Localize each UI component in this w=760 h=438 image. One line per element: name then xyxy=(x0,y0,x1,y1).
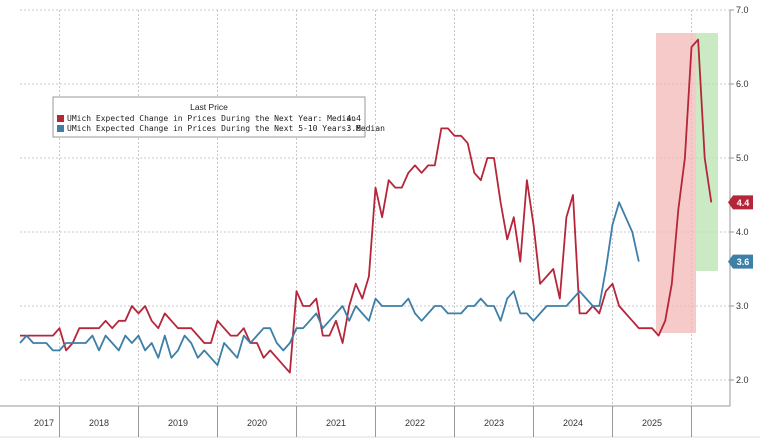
last-value-tag-next-year: 4.4 xyxy=(728,195,753,210)
x-year-label: 2018 xyxy=(89,418,109,428)
x-year-label: 2024 xyxy=(563,418,583,428)
legend-entry-value: 4.4 xyxy=(347,114,362,123)
y-tick-label: 7.0 xyxy=(736,5,749,15)
last-value-tag-label: 3.6 xyxy=(737,257,750,267)
series-line-next-year xyxy=(20,38,713,374)
legend-swatch xyxy=(57,115,64,122)
x-year-label: 2022 xyxy=(405,418,425,428)
series-line-5-10-years xyxy=(19,201,640,367)
y-tick-label: 4.0 xyxy=(736,227,749,237)
legend-title: Last Price xyxy=(190,102,228,112)
y-tick-label: 2.0 xyxy=(736,375,749,385)
x-year-label: 2017 xyxy=(34,418,54,428)
y-tick-label: 5.0 xyxy=(736,153,749,163)
legend-entry-value: 3.6 xyxy=(347,124,362,133)
x-year-label: 2019 xyxy=(168,418,188,428)
y-tick-label: 3.0 xyxy=(736,301,749,311)
legend-swatch xyxy=(57,125,64,132)
x-year-label: 2023 xyxy=(484,418,504,428)
legend: Last Price UMich Expected Change in Price… xyxy=(52,96,385,138)
y-tick-label: 6.0 xyxy=(736,79,749,89)
x-year-label: 2025 xyxy=(642,418,662,428)
x-year-label: 2021 xyxy=(326,418,346,428)
x-year-label: 2020 xyxy=(247,418,267,428)
last-value-tag-shape xyxy=(728,195,753,210)
legend-entry-label: UMich Expected Change in Prices During t… xyxy=(67,114,356,123)
last-value-tag-5-10-years: 3.6 xyxy=(728,254,753,269)
legend-box xyxy=(52,96,366,138)
last-value-tag-label: 4.4 xyxy=(737,198,750,208)
legend-entry-label: UMich Expected Change in Prices During t… xyxy=(67,124,385,133)
last-value-tag-shape xyxy=(728,254,753,269)
